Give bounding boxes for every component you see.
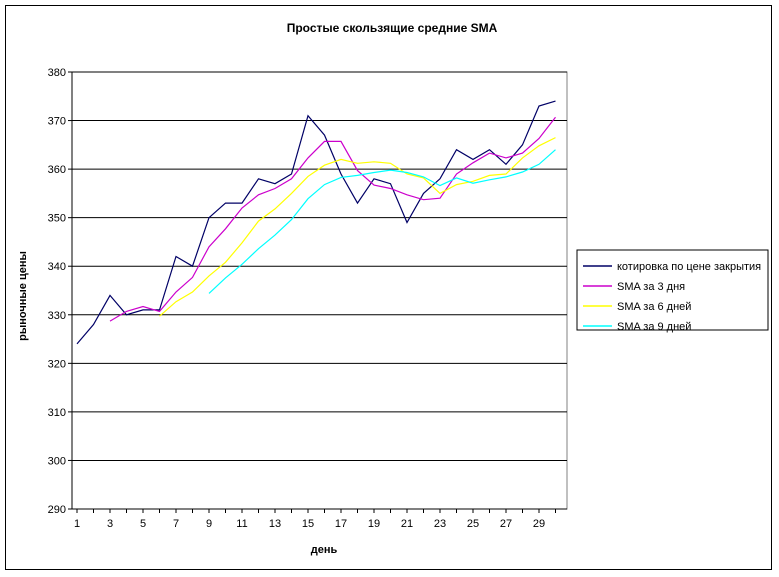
x-tick-label: 27 (500, 518, 512, 530)
x-tick-label: 7 (173, 518, 179, 530)
x-tick-label: 5 (140, 518, 146, 530)
y-tick-label: 350 (48, 213, 66, 225)
y-tick-label: 370 (48, 116, 66, 128)
y-tick-label: 300 (48, 455, 66, 467)
x-tick-label: 13 (269, 518, 281, 530)
y-tick-label: 380 (48, 67, 66, 79)
x-axis-title: день (311, 544, 338, 556)
gridlines (72, 71, 567, 510)
x-tick-label: 21 (401, 518, 413, 530)
series-line-2 (109, 116, 556, 322)
y-axis-ticks: 290 300 310 320 330 340 350 360 370 380 (48, 67, 73, 516)
series-lines (76, 100, 556, 345)
x-tick-label: 3 (107, 518, 113, 530)
x-tick-label: 15 (302, 518, 314, 530)
plot-area (71, 71, 568, 510)
y-tick-label: 320 (48, 358, 66, 370)
x-tick-label: 29 (533, 518, 545, 530)
legend-label-1: котировка по цене закрытия (617, 261, 761, 273)
y-tick-label: 360 (48, 164, 66, 176)
x-tick-label: 19 (368, 518, 380, 530)
legend-label-4: SMA за 9 дней (617, 321, 691, 333)
series-line-3 (159, 137, 556, 317)
chart-title: Простые скользящие средние SMA (287, 21, 498, 35)
sma-line-chart: Простые скользящие средние SMA 290 300 310… (17, 21, 769, 556)
x-tick-label: 17 (335, 518, 347, 530)
x-axis-ticks: 1 3 5 7 9 11 13 15 17 19 21 23 25 27 29 (74, 509, 556, 530)
x-tick-label: 1 (74, 518, 80, 530)
x-tick-label: 9 (206, 518, 212, 530)
legend-label-2: SMA за 3 дня (617, 281, 685, 293)
plot-border (71, 71, 568, 510)
legend-label-3: SMA за 6 дней (617, 301, 691, 313)
chart-frame: Простые скользящие средние SMA 290 300 310… (5, 5, 772, 570)
legend-box (576, 249, 769, 331)
y-tick-label: 330 (48, 310, 66, 322)
y-tick-label: 290 (48, 504, 66, 516)
series-line-1 (76, 100, 556, 345)
y-tick-label: 310 (48, 407, 66, 419)
legend: котировка по цене закрытия SMA за 3 дня SM… (576, 249, 769, 333)
series-line-4 (208, 149, 556, 294)
y-tick-label: 340 (48, 261, 66, 273)
x-tick-label: 23 (434, 518, 446, 530)
x-tick-label: 11 (236, 518, 247, 530)
x-tick-label: 25 (467, 518, 479, 530)
y-axis-title: рыночные цены (17, 251, 29, 341)
